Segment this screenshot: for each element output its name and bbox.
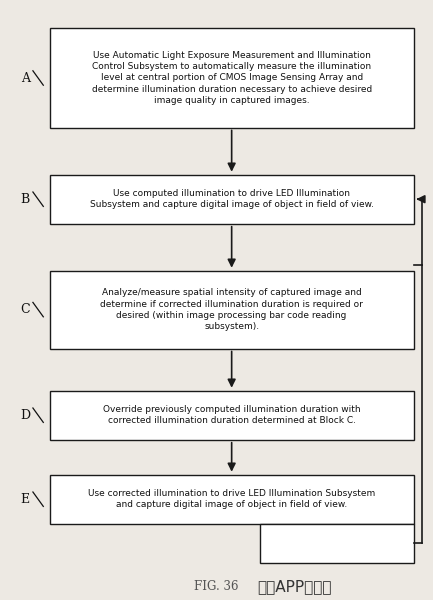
Text: Override previously computed illumination duration with
corrected illumination d: Override previously computed illuminatio… xyxy=(103,405,360,425)
Bar xyxy=(50,271,414,349)
Text: Use computed illumination to drive LED Illumination
Subsystem and capture digita: Use computed illumination to drive LED I… xyxy=(90,189,374,209)
Bar xyxy=(50,391,414,440)
Text: E: E xyxy=(20,493,30,506)
Text: 远方APP手游网: 远方APP手游网 xyxy=(257,580,332,594)
Text: C: C xyxy=(20,303,30,316)
Bar xyxy=(260,524,414,563)
Text: Use Automatic Light Exposure Measurement and Illumination
Control Subsystem to a: Use Automatic Light Exposure Measurement… xyxy=(91,51,372,104)
Text: Use corrected illumination to drive LED Illumination Subsystem
and capture digit: Use corrected illumination to drive LED … xyxy=(88,489,375,509)
Text: Analyze/measure spatial intensity of captured image and
determine if corrected i: Analyze/measure spatial intensity of cap… xyxy=(100,289,363,331)
Text: B: B xyxy=(20,193,30,206)
Text: FIG. 36: FIG. 36 xyxy=(194,580,239,593)
Bar xyxy=(50,475,414,524)
Text: D: D xyxy=(20,409,30,422)
Bar xyxy=(50,28,414,127)
Bar xyxy=(50,175,414,224)
Text: A: A xyxy=(21,71,29,85)
